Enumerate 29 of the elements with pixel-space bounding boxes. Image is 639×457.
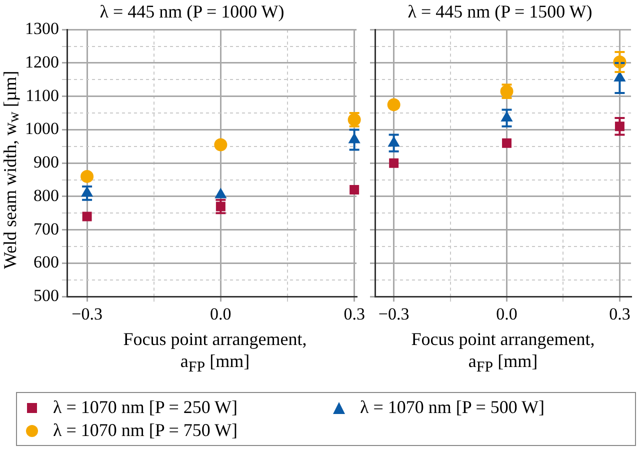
point [82, 212, 92, 222]
y-tick-label: 700 [34, 219, 59, 238]
x-tick-label: 0.0 [210, 304, 232, 324]
y-tick-label: 1300 [25, 19, 59, 38]
point [214, 188, 226, 198]
chart-title: λ = 445 nm (P = 1000 W) [100, 2, 284, 22]
x-axis-title: Focus point arrangement, a$_{FP}$ [mm] [123, 328, 307, 378]
point [80, 170, 94, 183]
y-tick-label: 1200 [25, 52, 59, 72]
point [214, 138, 228, 152]
y-tick-label: 800 [34, 186, 59, 205]
legend-label: λ = 1070 nm [P = 500 W] [360, 397, 545, 418]
y-tick-label: 900 [34, 152, 59, 172]
x-axis-title: Focus point arrangement, a$_{FP}$ [mm] [411, 328, 595, 378]
x-tick-label: 0.0 [496, 304, 518, 324]
x-tick-label: −0.3 [378, 304, 410, 324]
y-tick-label: 1100 [26, 86, 59, 105]
legend-label: λ = 1070 nm [P = 250 W] [53, 397, 238, 418]
point [502, 138, 512, 148]
y-tick-label: 500 [34, 286, 59, 306]
x-tick-label: 0.3 [609, 304, 630, 324]
x-tick-label: 0.3 [344, 304, 365, 324]
point [350, 185, 360, 195]
x-tick-label: −0.3 [72, 304, 102, 324]
y-tick-label: 600 [34, 252, 59, 272]
legend-label: λ = 1070 nm [P = 750 W] [53, 420, 238, 441]
y-tick-label: 1000 [25, 119, 59, 138]
chart-title: λ = 445 nm (P = 1500 W) [408, 2, 592, 22]
point [389, 158, 399, 168]
